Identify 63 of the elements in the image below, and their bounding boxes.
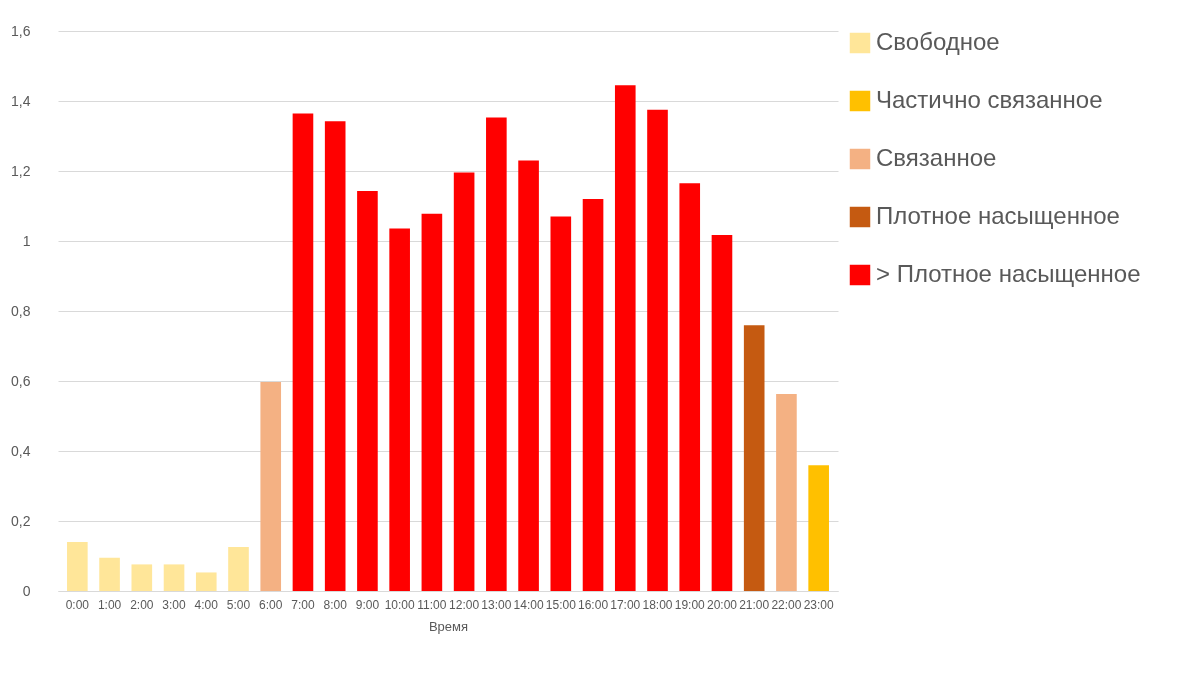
x-tick-label: 3:00 (162, 597, 187, 612)
bar (357, 190, 378, 591)
x-tick-label: 7:00 (291, 597, 315, 612)
bar (743, 325, 765, 591)
bar (582, 199, 604, 591)
bar (389, 228, 410, 591)
x-tick-label: 19:00 (674, 597, 706, 612)
y-tick-label: 1,4 (11, 92, 31, 109)
bar (67, 542, 88, 591)
y-tick-label: 0,8 (11, 302, 31, 319)
bar (260, 382, 282, 591)
y-tick-label: 1 (22, 232, 31, 249)
x-tick-label: 22:00 (771, 597, 802, 612)
bar (614, 85, 636, 591)
bar (195, 572, 217, 591)
bar (99, 557, 120, 591)
bar (550, 216, 572, 591)
y-tick-label: 0,4 (11, 442, 31, 459)
x-tick-label: 8:00 (323, 597, 348, 612)
x-tick-label: 23:00 (803, 597, 834, 612)
x-tick-label: 14:00 (513, 597, 544, 612)
y-tick-label: 1,6 (11, 22, 31, 39)
bar (324, 121, 346, 591)
legend-label: > Плотное насыщенное (876, 260, 1141, 287)
x-tick-label: 5:00 (226, 597, 251, 612)
x-tick-label: 11:00 (417, 597, 447, 612)
bar (421, 213, 443, 591)
bar (453, 172, 475, 591)
bar (228, 546, 249, 591)
bar (647, 109, 668, 591)
legend-label: Свободное (876, 28, 1000, 55)
x-tick-label: 4:00 (194, 597, 219, 612)
bar (163, 564, 185, 591)
x-tick-label: 15:00 (545, 597, 577, 612)
legend-label: Плотное насыщенное (876, 202, 1120, 229)
x-tick-label: 13:00 (481, 597, 512, 612)
bar (679, 183, 701, 591)
y-tick-label: 1,2 (11, 162, 31, 179)
x-tick-label: 12:00 (449, 597, 480, 612)
x-tick-label: 2:00 (130, 597, 154, 612)
x-axis-title: Время (428, 618, 469, 634)
legend-label: Частично связанное (876, 86, 1103, 113)
y-tick-label: 0,6 (11, 372, 31, 389)
bar (131, 564, 153, 591)
x-tick-label: 17:00 (610, 597, 641, 612)
bar (292, 113, 314, 591)
x-tick-label: 6:00 (259, 597, 283, 612)
bar (808, 465, 829, 591)
x-tick-label: 21:00 (739, 597, 770, 612)
x-tick-label: 0:00 (65, 597, 90, 612)
x-tick-label: 1:00 (97, 597, 122, 612)
bar (711, 235, 733, 591)
x-tick-label: 16:00 (578, 597, 609, 612)
bar (486, 117, 507, 591)
x-tick-label: 18:00 (642, 597, 673, 612)
x-tick-label: 10:00 (384, 597, 415, 612)
bar (518, 160, 539, 591)
legend-label: Связанное (876, 144, 997, 171)
bar (776, 393, 797, 591)
y-tick-label: 0 (22, 582, 31, 599)
x-tick-label: 9:00 (355, 597, 380, 612)
x-tick-label: 20:00 (706, 597, 738, 612)
y-tick-label: 0,2 (11, 512, 31, 529)
